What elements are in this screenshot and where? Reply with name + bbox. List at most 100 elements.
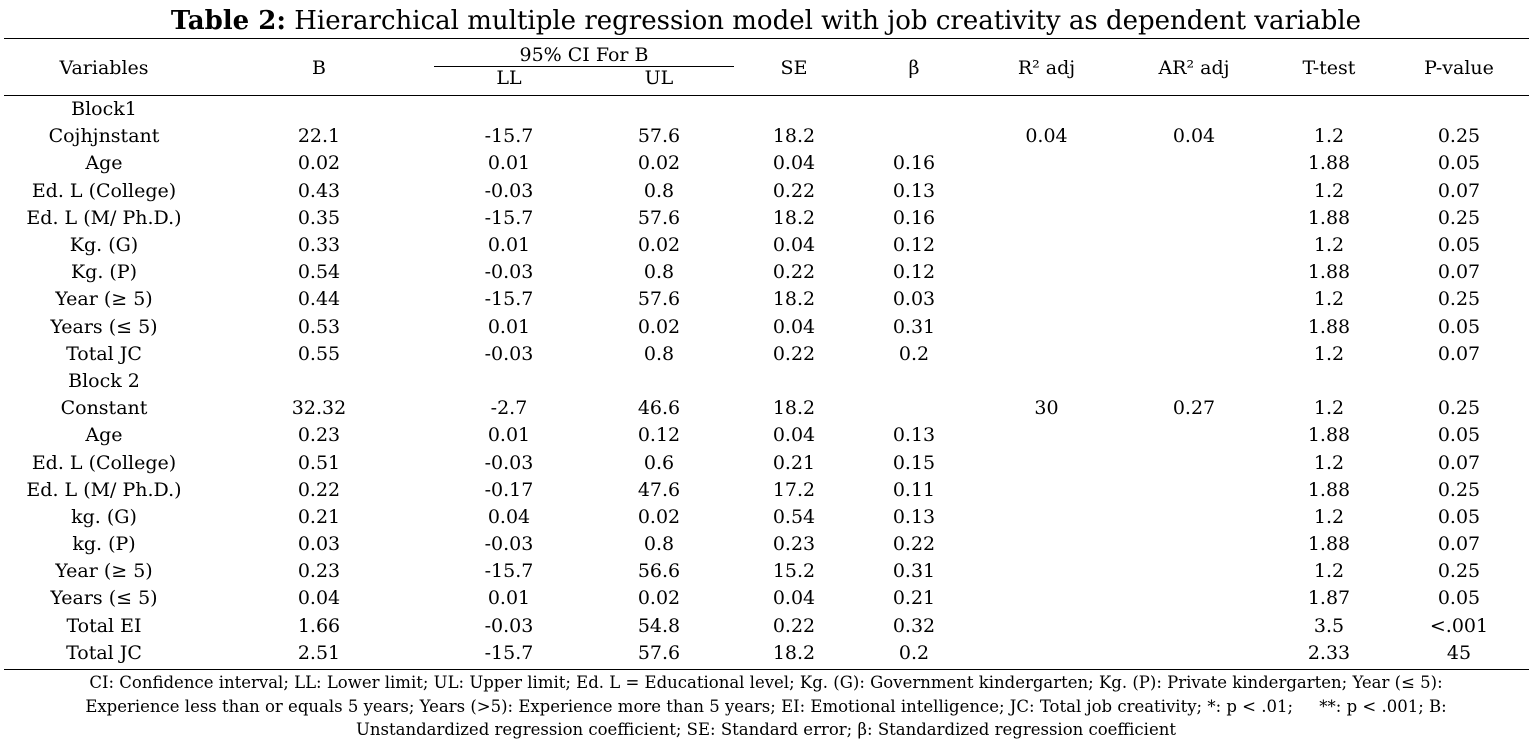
footnote-line: Experience less than or equals 5 years; … [85,696,1447,716]
table-cell [1119,341,1269,368]
table-cell: 0.04 [772,587,816,610]
table-cell: 0.05 [1437,424,1481,447]
table-cell: 0.04 [772,152,816,175]
table-row: Constant 32.32 -2.7 46.6 18.2 30 0.27 1.2 0.25 [4,395,1529,422]
table-cell: 0.11 [892,478,936,501]
table-cell: kg. (G) [71,505,137,528]
table-cell: 0.02 [297,152,341,175]
table-cell: 0.21 [297,505,341,528]
table-row: Kg. (P) 0.54 -0.03 0.8 0.22 0.12 1.88 0.07 [4,259,1529,286]
table-cell [854,368,974,395]
table-cell: 0.8 [643,261,675,284]
table-cell [434,368,584,395]
table-cell [974,640,1119,667]
table-cell: 0.22 [772,179,816,202]
table-cell: 0.2 [898,641,930,664]
table-cell: 0.8 [643,533,675,556]
table-cell [974,232,1119,259]
table-cell [1119,585,1269,612]
table-row: Years (≤ 5) 0.04 0.01 0.02 0.04 0.21 1.87 0.05 [4,585,1529,612]
table-cell: Total JC [66,641,142,664]
table-cell: 0.13 [892,505,936,528]
header-b: B [312,56,326,79]
table-cell [974,449,1119,476]
table-cell: 0.22 [772,261,816,284]
table-cell: Total JC [66,342,142,365]
table-row: Ed. L (College) 0.51 -0.03 0.6 0.21 0.15 1.2 0.… [4,449,1529,476]
table-caption: Hierarchical multiple regression model w… [294,6,1362,36]
table-cell: 0.04 [487,505,531,528]
table-cell: 1.87 [1307,587,1351,610]
table-cell [974,205,1119,232]
table-cell: 22.1 [297,125,341,148]
table-row: Cojhjnstant 22.1 -15.7 57.6 18.2 0.04 0.04 1.2 0… [4,123,1529,150]
table-row: Year (≥ 5) 0.44 -15.7 57.6 18.2 0.03 1.2 0.25 [4,286,1529,313]
top-rule [4,38,1529,39]
table-cell: 1.2 [1313,342,1345,365]
table-cell [974,259,1119,286]
table-cell [1119,477,1269,504]
table-cell: 0.04 [772,234,816,257]
table-cell: 0.04 [772,315,816,338]
table-cell: 1.88 [1307,152,1351,175]
table-cell: 0.53 [297,315,341,338]
table-cell: 0.54 [772,505,816,528]
table-cell: -15.7 [484,560,534,583]
table-cell: Year (≥ 5) [55,560,153,583]
table-cell: -0.03 [484,533,534,556]
table-cell [1119,558,1269,585]
table-cell: 0.02 [637,234,681,257]
table-cell: 1.88 [1307,424,1351,447]
table-cell: 18.2 [772,125,816,148]
table-cell: 0.22 [772,614,816,637]
table-cell [1389,368,1529,395]
table-body: Block1 Cojhjnstant 22.1 -15.7 57.6 18.2 0.04 0.… [4,96,1529,667]
table-cell: 0.07 [1437,451,1481,474]
table-cell: -0.03 [484,342,534,365]
table-cell: Age [85,152,123,175]
table-cell: 2.33 [1307,641,1351,664]
table-row: Year (≥ 5) 0.23 -15.7 56.6 15.2 0.31 1.2 0.25 [4,558,1529,585]
table-cell: 1.2 [1313,451,1345,474]
table-cell [584,96,734,124]
table-cell [1119,422,1269,449]
table-cell: 57.6 [637,125,681,148]
table-cell [1119,150,1269,177]
table-cell: Years (≤ 5) [50,315,158,338]
table-cell: 0.16 [892,206,936,229]
table-cell: 0.25 [1437,560,1481,583]
table-cell [1119,640,1269,667]
table-cell: 0.54 [297,261,341,284]
table-row: Block1 [4,96,1529,124]
table-cell [854,96,974,124]
table-cell: 0.04 [1172,125,1216,148]
table-cell: 0.25 [1437,397,1481,420]
table-cell: 0.03 [892,288,936,311]
table-cell: 45 [1446,641,1472,664]
table-cell: 0.23 [772,533,816,556]
table-cell: 47.6 [637,478,681,501]
table-cell: 0.02 [637,505,681,528]
table-title: Table 2: Hierarchical multiple regressio… [0,4,1532,38]
table-cell: 0.04 [772,424,816,447]
table-cell: -15.7 [484,125,534,148]
table-row: Total EI 1.66 -0.03 54.8 0.22 0.32 3.5 <.001 [4,613,1529,640]
table-cell: 54.8 [637,614,681,637]
table-cell: 1.2 [1313,179,1345,202]
table-cell: 32.32 [291,397,347,420]
footnote-line: Unstandardized regression coefficient; S… [356,720,1176,739]
table-cell [974,585,1119,612]
table-cell: 0.04 [297,587,341,610]
table-cell: 0.12 [892,261,936,284]
table-cell: 1.88 [1307,533,1351,556]
table-cell: 57.6 [637,206,681,229]
table-cell [1119,531,1269,558]
table-cell: Block 2 [68,369,140,392]
table-cell [974,286,1119,313]
table-cell: 0.12 [892,234,936,257]
header-ar2-adj: AR² adj [1158,56,1230,79]
table-cell [204,368,434,395]
table-cell: 0.01 [487,424,531,447]
table-cell: Ed. L (College) [31,179,177,202]
table-cell: 0.31 [892,315,936,338]
